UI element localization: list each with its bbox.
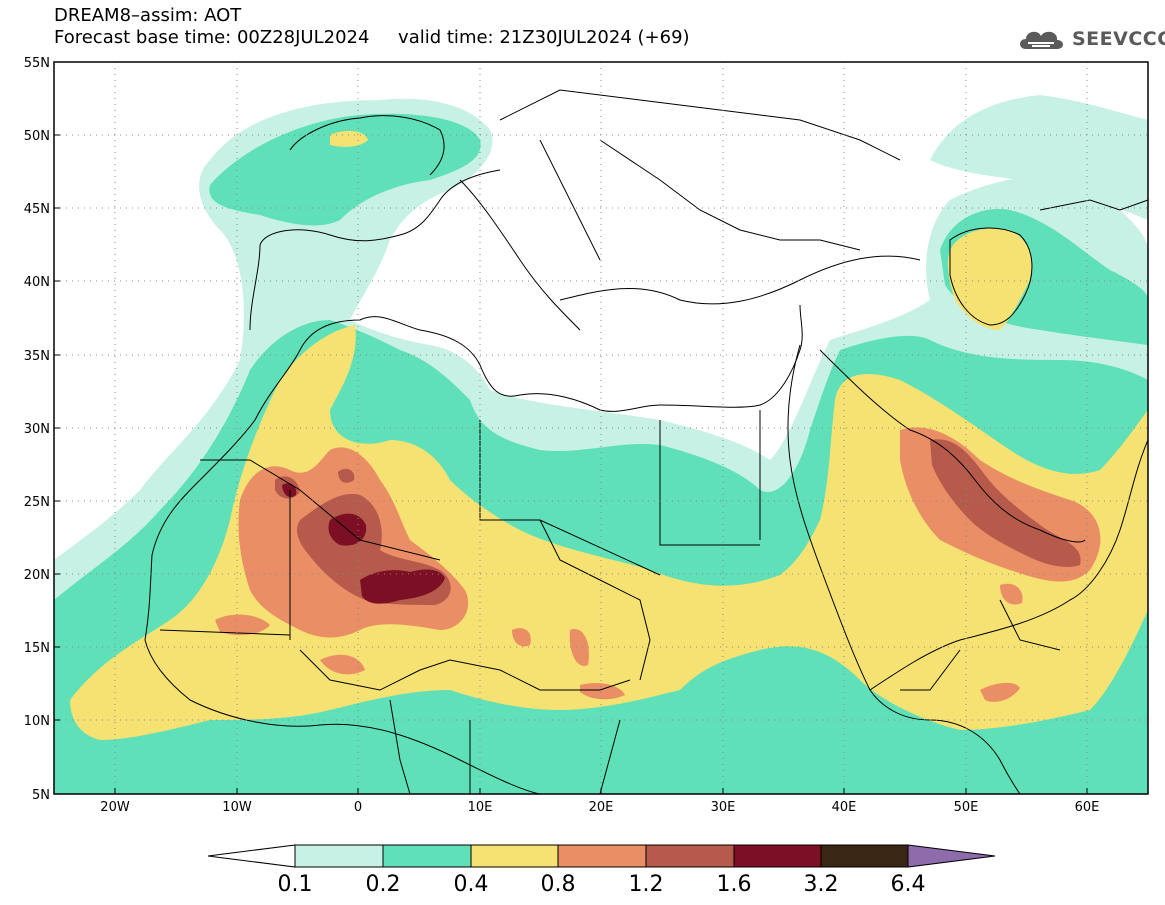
lat-label: 15N: [24, 641, 50, 656]
latitude-labels: 55N 50N 45N 40N 35N 30N 25N 20N 15N 10N …: [24, 56, 50, 803]
colorbar-labels: 0.1 0.2 0.4 0.8 1.2 1.6 3.2 6.4: [278, 872, 926, 897]
lat-label: 50N: [24, 129, 50, 144]
lat-label: 25N: [24, 495, 50, 510]
colorbar-label: 1.6: [717, 872, 752, 897]
colorbar-label: 6.4: [891, 872, 926, 897]
logo-text: SEEVCCC: [1072, 28, 1165, 50]
colorbar-label: 1.2: [629, 872, 664, 897]
colorbar-cell: [294, 844, 384, 868]
lon-label: 20W: [100, 800, 130, 815]
cloud-icon: [1020, 31, 1063, 49]
colorbar-cell: [645, 844, 735, 868]
colorbar-cell: [557, 844, 647, 868]
valid-time-label: valid time: 21Z30JUL2024 (+69): [398, 27, 690, 48]
lat-label: 45N: [24, 202, 50, 217]
lat-label: 30N: [24, 422, 50, 437]
colorbar-label: 0.4: [454, 872, 489, 897]
longitude-labels: 20W 10W 0 10E 20E 30E 40E 50E 60E: [100, 800, 1099, 815]
lon-label: 50E: [954, 800, 979, 815]
lat-label: 10N: [24, 714, 50, 729]
lon-label: 30E: [711, 800, 736, 815]
lat-label: 55N: [24, 56, 50, 71]
lon-label: 60E: [1075, 800, 1100, 815]
coastlines: [144, 89, 1148, 794]
lon-label: 20E: [589, 800, 614, 815]
graticule: [54, 62, 1148, 794]
colorbar-label: 0.1: [278, 872, 313, 897]
lat-label: 35N: [24, 349, 50, 364]
lon-label: 10E: [468, 800, 493, 815]
lon-label: 10W: [222, 800, 252, 815]
lat-label: 5N: [32, 788, 50, 803]
axis-ticks: [54, 61, 1088, 795]
time-info-line: Forecast base time: 00Z28JUL2024 valid t…: [54, 28, 690, 48]
lat-label: 20N: [24, 568, 50, 583]
colorbar-cell: [470, 844, 559, 868]
lon-label: 40E: [832, 800, 857, 815]
colorbar-left-arrow: [207, 844, 296, 868]
colorbar-cell: [820, 844, 909, 868]
chart-title: DREAM8–assim: AOT: [54, 5, 242, 26]
base-time-label: Forecast base time: 00Z28JUL2024: [54, 27, 370, 48]
colorbar-cell: [733, 844, 822, 868]
lat-label: 40N: [24, 275, 50, 290]
colorbar-label: 0.2: [366, 872, 401, 897]
colorbar-cell: [382, 844, 472, 868]
seevccc-logo: SEEVCCC: [1016, 24, 1165, 54]
lon-label: 0: [354, 800, 362, 815]
colorbar-right-arrow: [907, 844, 996, 868]
colorbar: [207, 844, 996, 868]
colorbar-label: 0.8: [541, 872, 576, 897]
colorbar-label: 3.2: [804, 872, 839, 897]
